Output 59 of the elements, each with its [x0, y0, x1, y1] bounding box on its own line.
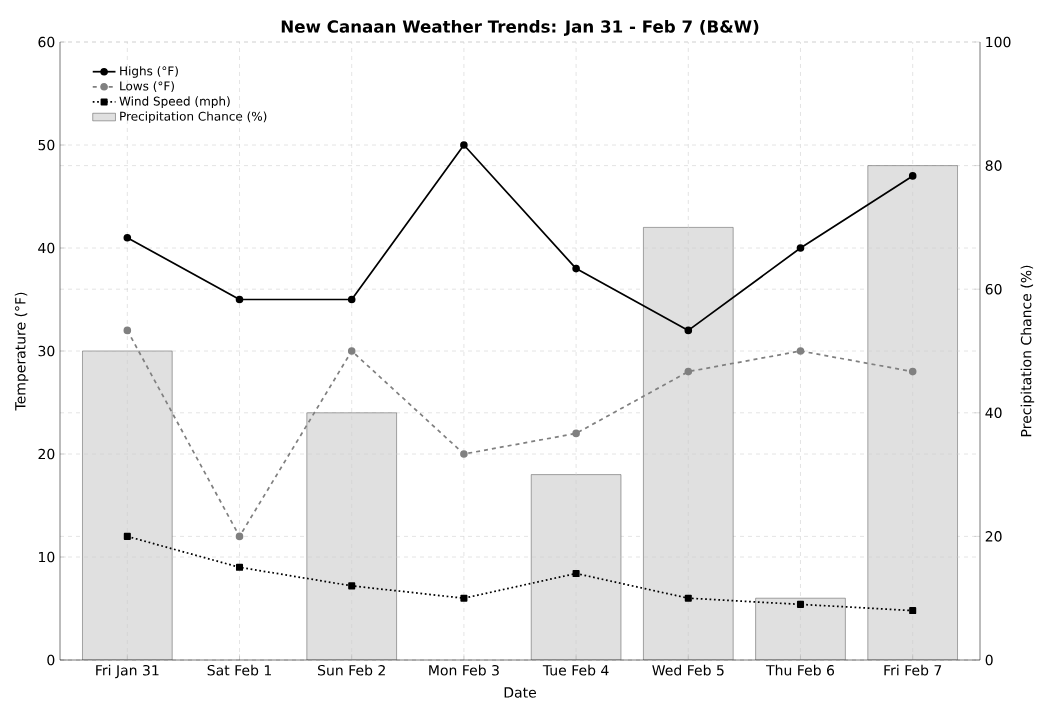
y-axis-title: Temperature (°F) — [14, 292, 29, 411]
x-axis-title: Date — [504, 687, 536, 698]
point — [123, 233, 132, 242]
point — [909, 606, 917, 615]
x-tick-label: Fri Jan 31 — [96, 664, 159, 679]
point — [684, 367, 693, 376]
bar — [643, 227, 734, 660]
point — [235, 563, 244, 571]
bar — [755, 597, 846, 660]
y2-axis-title: Precipitation Chance (%) — [1020, 265, 1035, 437]
point — [572, 569, 580, 577]
point — [684, 594, 692, 602]
point — [684, 326, 693, 335]
point — [123, 532, 131, 540]
point — [572, 429, 580, 438]
point — [796, 347, 805, 355]
point — [908, 172, 917, 180]
legend-label: Precipitation Chance (%) — [120, 111, 267, 124]
y-tick-label: 20 — [38, 448, 55, 460]
x-tick-label: Wed Feb 5 — [652, 664, 724, 676]
y2-tick-label: 40 — [985, 407, 1002, 419]
y2-tick-label: 20 — [985, 531, 1002, 542]
y-tick-label: 0 — [47, 654, 55, 666]
point — [347, 295, 356, 304]
y2-tick-label: 80 — [985, 160, 1002, 171]
y2-tick-label: 100 — [986, 36, 1011, 48]
chart-title: New Canaan Weather Trends: Jan 31 - Feb 7 (B&W) — [281, 19, 759, 36]
y-tick-label: 60 — [38, 36, 55, 48]
point — [235, 295, 244, 304]
bar — [82, 350, 173, 660]
point — [460, 450, 468, 458]
point — [796, 600, 805, 608]
legend-label: Wind Speed (mph) — [119, 96, 230, 108]
point — [235, 532, 244, 541]
point — [796, 244, 805, 252]
x-tick-label: Tue Feb 4 — [542, 664, 609, 676]
point — [572, 264, 580, 273]
y-tick-label: 30 — [38, 345, 55, 357]
y2-tick-label: 0 — [985, 654, 993, 666]
x-tick-label: Fri Feb 7 — [884, 664, 942, 676]
y-tick-label: 10 — [39, 551, 55, 563]
legend-label: Lows (°F) — [120, 81, 174, 92]
bar — [530, 474, 622, 660]
bar — [867, 165, 958, 660]
x-tick-label: Sat Feb 1 — [207, 664, 271, 676]
x-tick-label: Sun Feb 2 — [318, 664, 385, 676]
bar — [306, 412, 397, 660]
point — [460, 141, 468, 149]
x-tick-label: Mon Feb 3 — [429, 664, 499, 676]
point — [347, 347, 356, 355]
y2-tick-label: 60 — [985, 283, 1002, 295]
x-tick-label: Thu Feb 6 — [766, 664, 835, 676]
y-tick-label: 40 — [38, 242, 55, 254]
point — [460, 594, 468, 602]
point — [123, 326, 132, 335]
y-tick-label: 50 — [38, 139, 55, 151]
point — [348, 582, 356, 590]
legend-label: Highs (°F) — [120, 66, 178, 78]
point — [908, 367, 917, 376]
